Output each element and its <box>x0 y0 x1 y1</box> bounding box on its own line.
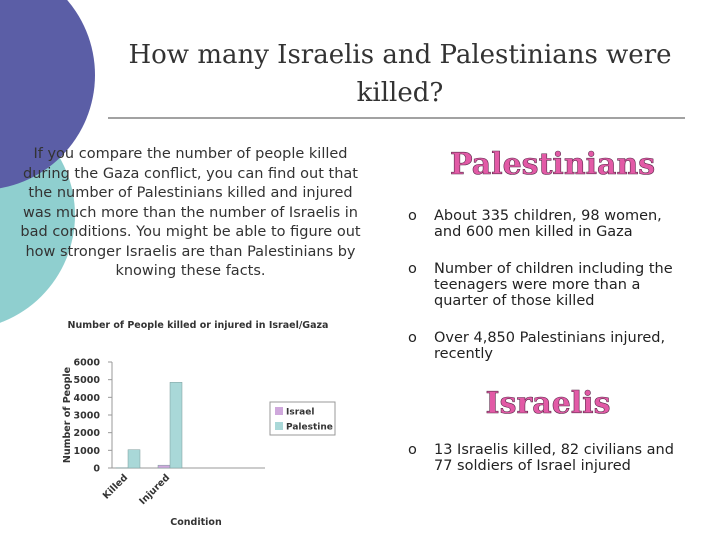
y-tick-label: 6000 <box>74 358 101 369</box>
section-heading: Israelis <box>485 386 611 422</box>
bullet: o 13 Israelis killed, 82 civilians and 77… <box>408 442 683 474</box>
bar <box>169 382 183 469</box>
bullet-text: About 335 children, 98 women, and 600 me… <box>434 208 662 240</box>
legend-swatch <box>275 407 283 415</box>
bullet-text: Over 4,850 Palestinians injured, recentl… <box>434 330 666 362</box>
chart-title: Number of People killed or injured in Is… <box>68 320 329 331</box>
y-axis-label: Number of People <box>62 367 73 463</box>
x-axis-label: Condition <box>170 517 222 528</box>
y-tick-label: 0 <box>93 464 100 475</box>
x-tick-label: Injured <box>137 472 172 507</box>
bullet: o Number of children including the teenag… <box>408 261 683 309</box>
legend-swatch <box>275 422 283 430</box>
bullet-text: Number of children including the teenage… <box>434 261 673 309</box>
intro-text: If you compare the number of people kill… <box>20 146 361 279</box>
bullet: o Over 4,850 Palestinians injured, recent… <box>408 330 683 362</box>
chart: Number of People killed or injured in Is… <box>62 320 336 528</box>
bar <box>127 449 141 469</box>
decor-circle <box>0 0 95 189</box>
y-tick-label: 1000 <box>74 446 101 457</box>
bullet-text: 13 Israelis killed, 82 civilians and 77 … <box>434 442 674 474</box>
y-tick-label: 2000 <box>74 428 101 439</box>
x-tick-label: Killed <box>101 472 130 501</box>
y-tick-label: 4000 <box>74 393 101 404</box>
y-tick-label: 3000 <box>74 411 101 422</box>
legend-label: Israel <box>286 408 314 418</box>
section-heading: Palestinians <box>450 147 656 183</box>
legend-label: Palestine <box>286 423 333 433</box>
bar <box>157 464 171 469</box>
y-tick-label: 5000 <box>74 375 101 386</box>
slide-title: How many Israelis and Palestinians were … <box>128 40 672 108</box>
bullet: o About 335 children, 98 women, and 600 m… <box>408 208 683 240</box>
